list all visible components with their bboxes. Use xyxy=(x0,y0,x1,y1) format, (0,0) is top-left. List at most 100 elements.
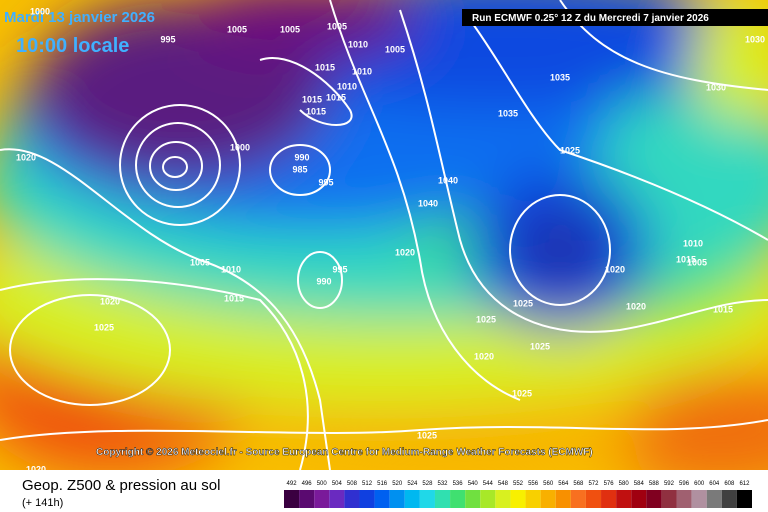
colorbar-label: 604 xyxy=(709,481,720,487)
colorbar-swatch xyxy=(434,490,451,508)
isobar-label: 995 xyxy=(160,34,175,44)
colorbar-swatch xyxy=(631,490,647,508)
isobar-label: 995 xyxy=(332,264,347,274)
isobar-label: 1005 xyxy=(190,257,210,267)
colorbar-label: 584 xyxy=(634,481,645,487)
isobars xyxy=(0,0,768,470)
isobar-label: 1015 xyxy=(315,62,335,72)
isobar-label: 1025 xyxy=(560,145,580,155)
colorbar-swatch xyxy=(314,490,330,508)
colorbar-label: 600 xyxy=(694,481,705,487)
colorbar-label: 572 xyxy=(588,481,599,487)
colorbar-swatch xyxy=(706,490,722,508)
colorbar-label: 560 xyxy=(543,481,554,487)
isobar-label: 1040 xyxy=(418,198,438,208)
colorbar-label: 508 xyxy=(347,481,358,487)
colorbar-swatch xyxy=(691,490,707,508)
colorbar-label: 516 xyxy=(377,481,388,487)
colorbar-swatch xyxy=(450,490,466,508)
isobar-label: 1015 xyxy=(326,92,346,102)
copyright: Copyright © 2026 Meteociel.fr - Source E… xyxy=(96,447,593,458)
colorbar-label: 596 xyxy=(679,481,690,487)
colorbar-label: 608 xyxy=(724,481,735,487)
colorbar-swatch xyxy=(555,490,571,508)
isobar-label: 1020 xyxy=(100,296,120,306)
colorbar-label: 528 xyxy=(422,481,433,487)
isobar-label: 985 xyxy=(292,164,307,174)
colorbar-swatch xyxy=(721,490,737,508)
isobar-label: 1005 xyxy=(385,44,405,54)
colorbar-swatch xyxy=(570,490,586,508)
colorbar-label: 536 xyxy=(453,481,464,487)
run-box xyxy=(462,9,768,26)
colorbar-label: 612 xyxy=(739,481,750,487)
footer-lead: (+ 141h) xyxy=(22,497,63,509)
colorbar-label: 568 xyxy=(573,481,584,487)
isobar-label: 1015 xyxy=(713,304,733,314)
date: Mardi 13 janvier 2026 xyxy=(4,9,155,26)
isobar-label: 1025 xyxy=(476,314,496,324)
colorbar-label: 548 xyxy=(498,481,509,487)
isobar-label: 990 xyxy=(294,152,309,162)
colorbar-swatch xyxy=(404,490,420,508)
colorbar-swatch xyxy=(465,490,481,508)
isobar-label: 1005 xyxy=(327,21,347,31)
field xyxy=(0,0,768,470)
colorbar-swatch xyxy=(510,490,526,508)
isobar-label: 1020 xyxy=(16,152,36,162)
isobar-label: 1015 xyxy=(302,94,322,104)
colorbar-swatch xyxy=(676,490,692,508)
colorbar-swatch xyxy=(525,490,541,508)
colorbar-swatch xyxy=(389,490,405,508)
isobar-label: 1010 xyxy=(348,39,368,49)
colorbar-swatch xyxy=(284,490,300,508)
isobar-label: 1010 xyxy=(352,66,372,76)
colorbar-label: 588 xyxy=(649,481,660,487)
colorbar-swatch xyxy=(585,490,602,508)
isobar-label: 1020 xyxy=(605,264,625,274)
colorbar-swatch xyxy=(480,490,496,508)
isobar-label: 1010 xyxy=(683,238,703,248)
isobar-label: 1035 xyxy=(498,108,518,118)
colorbar-label: 592 xyxy=(664,481,675,487)
footer-title: Geop. Z500 & pression au sol xyxy=(22,477,220,494)
colorbar-label: 512 xyxy=(362,481,373,487)
isobar-label: 1020 xyxy=(626,301,646,311)
colorbar-swatch xyxy=(329,490,345,508)
isobar-label: 1030 xyxy=(745,34,765,44)
colorbar-label: 504 xyxy=(332,481,343,487)
colorbar-label: 540 xyxy=(468,481,479,487)
isobar-label: 1025 xyxy=(513,298,533,308)
colorbar-swatch xyxy=(616,490,632,508)
isobar-label: 1015 xyxy=(306,106,326,116)
colorbar-label: 552 xyxy=(513,481,524,487)
isobar-label: 1020 xyxy=(26,464,46,474)
colorbar-label: 524 xyxy=(407,481,418,487)
colorbar-label: 532 xyxy=(438,481,449,487)
colorbar-label: 544 xyxy=(483,481,494,487)
isobar-label: 1010 xyxy=(221,264,241,274)
isobar-label: 1005 xyxy=(280,24,300,34)
isobar-label: 990 xyxy=(316,276,331,286)
colorbar-swatch xyxy=(359,490,375,508)
isobar-label: 1025 xyxy=(512,388,532,398)
colorbar-label: 500 xyxy=(317,481,328,487)
isobar-label: 1005 xyxy=(687,257,707,267)
colorbar-swatch xyxy=(344,490,360,508)
colorbar-swatch xyxy=(419,490,435,508)
isobar-label: 1020 xyxy=(395,247,415,257)
run-info: Run ECMWF 0.25° 12 Z du Mercredi 7 janvi… xyxy=(472,13,709,24)
isobar-label: 1005 xyxy=(227,24,247,34)
colorbar-label: 492 xyxy=(287,481,298,487)
isobar-label: 995 xyxy=(318,177,333,187)
colorbar-swatch xyxy=(299,490,315,508)
colorbar-label: 556 xyxy=(528,481,539,487)
isobar-label: 1000 xyxy=(230,142,250,152)
isobar-label: 1025 xyxy=(94,322,114,332)
isobar-label: 1010 xyxy=(337,81,357,91)
isobar-label: 1000 xyxy=(30,6,50,16)
colorbar-swatch xyxy=(540,490,556,508)
isobar-label: 1025 xyxy=(417,430,437,440)
isobar-label: 1040 xyxy=(438,175,458,185)
